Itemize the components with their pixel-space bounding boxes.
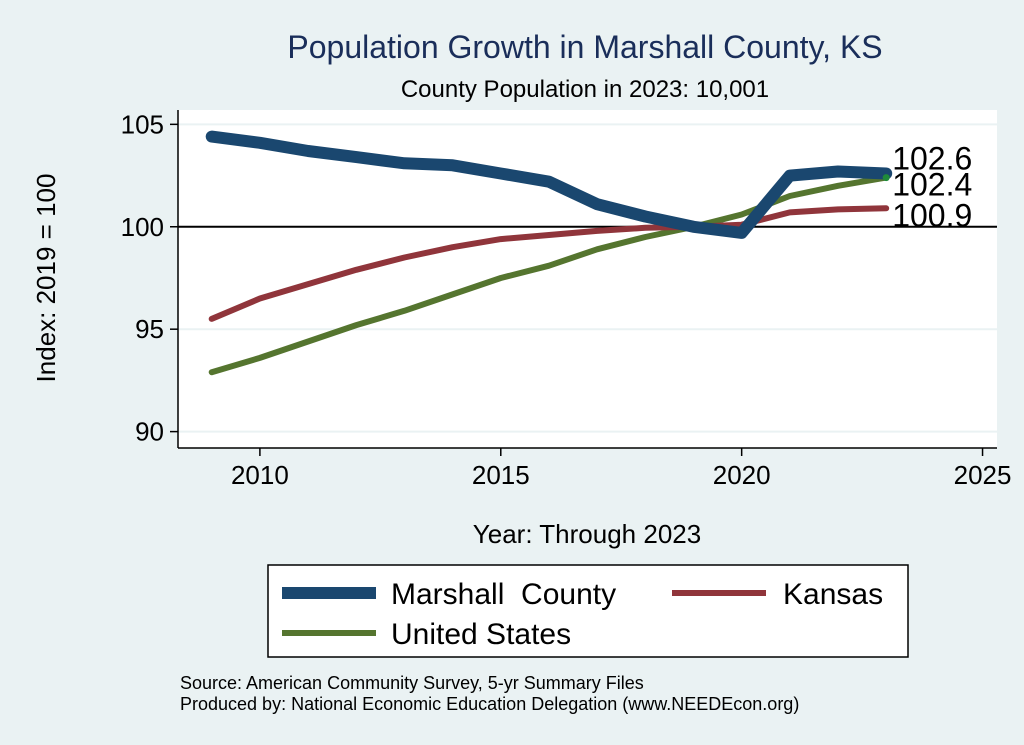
x-axis-label: Year: Through 2023 (473, 519, 701, 549)
united-states-end-marker (882, 174, 890, 182)
chart-subtitle: County Population in 2023: 10,001 (401, 76, 769, 103)
series-lines (205, 130, 893, 376)
series-line-marshall-county (205, 130, 893, 239)
x-tick-label-2025: 2025 (954, 460, 1012, 490)
x-tick-label-2010: 2010 (231, 460, 289, 490)
chart-title: Population Growth in Marshall County, KS (287, 29, 882, 65)
legend: Marshall County Kansas United States (267, 564, 909, 658)
legend-label-kansas: Kansas (783, 578, 883, 611)
y-tick-label-100: 100 (121, 212, 164, 242)
y-axis-label: Index: 2019 = 100 (31, 174, 61, 383)
axes (177, 110, 997, 449)
x-ticks: 2010 2015 2020 2025 (231, 448, 1011, 490)
legend-box (267, 564, 909, 658)
y-tick-label-90: 90 (135, 417, 164, 447)
series-line-kansas (208, 205, 890, 322)
end-label-united-states: 102.4 (892, 167, 972, 203)
produced-by-note: Produced by: National Economic Education… (180, 694, 799, 714)
legend-label-united-states: United States (391, 618, 571, 651)
end-label-marshall-county: 102.6 (892, 141, 972, 177)
source-note: Source: American Community Survey, 5-yr … (180, 673, 644, 693)
x-tick-label-2015: 2015 (472, 460, 530, 490)
legend-label-marshall-county: Marshall County (391, 578, 616, 611)
plot-area (178, 110, 997, 448)
y-ticks: 90 95 100 105 (121, 109, 178, 447)
end-label-kansas: 100.9 (892, 197, 972, 233)
grid-lines (178, 123, 997, 433)
y-tick-label-105: 105 (121, 109, 164, 139)
x-tick-label-2020: 2020 (713, 460, 771, 490)
y-tick-label-95: 95 (135, 314, 164, 344)
